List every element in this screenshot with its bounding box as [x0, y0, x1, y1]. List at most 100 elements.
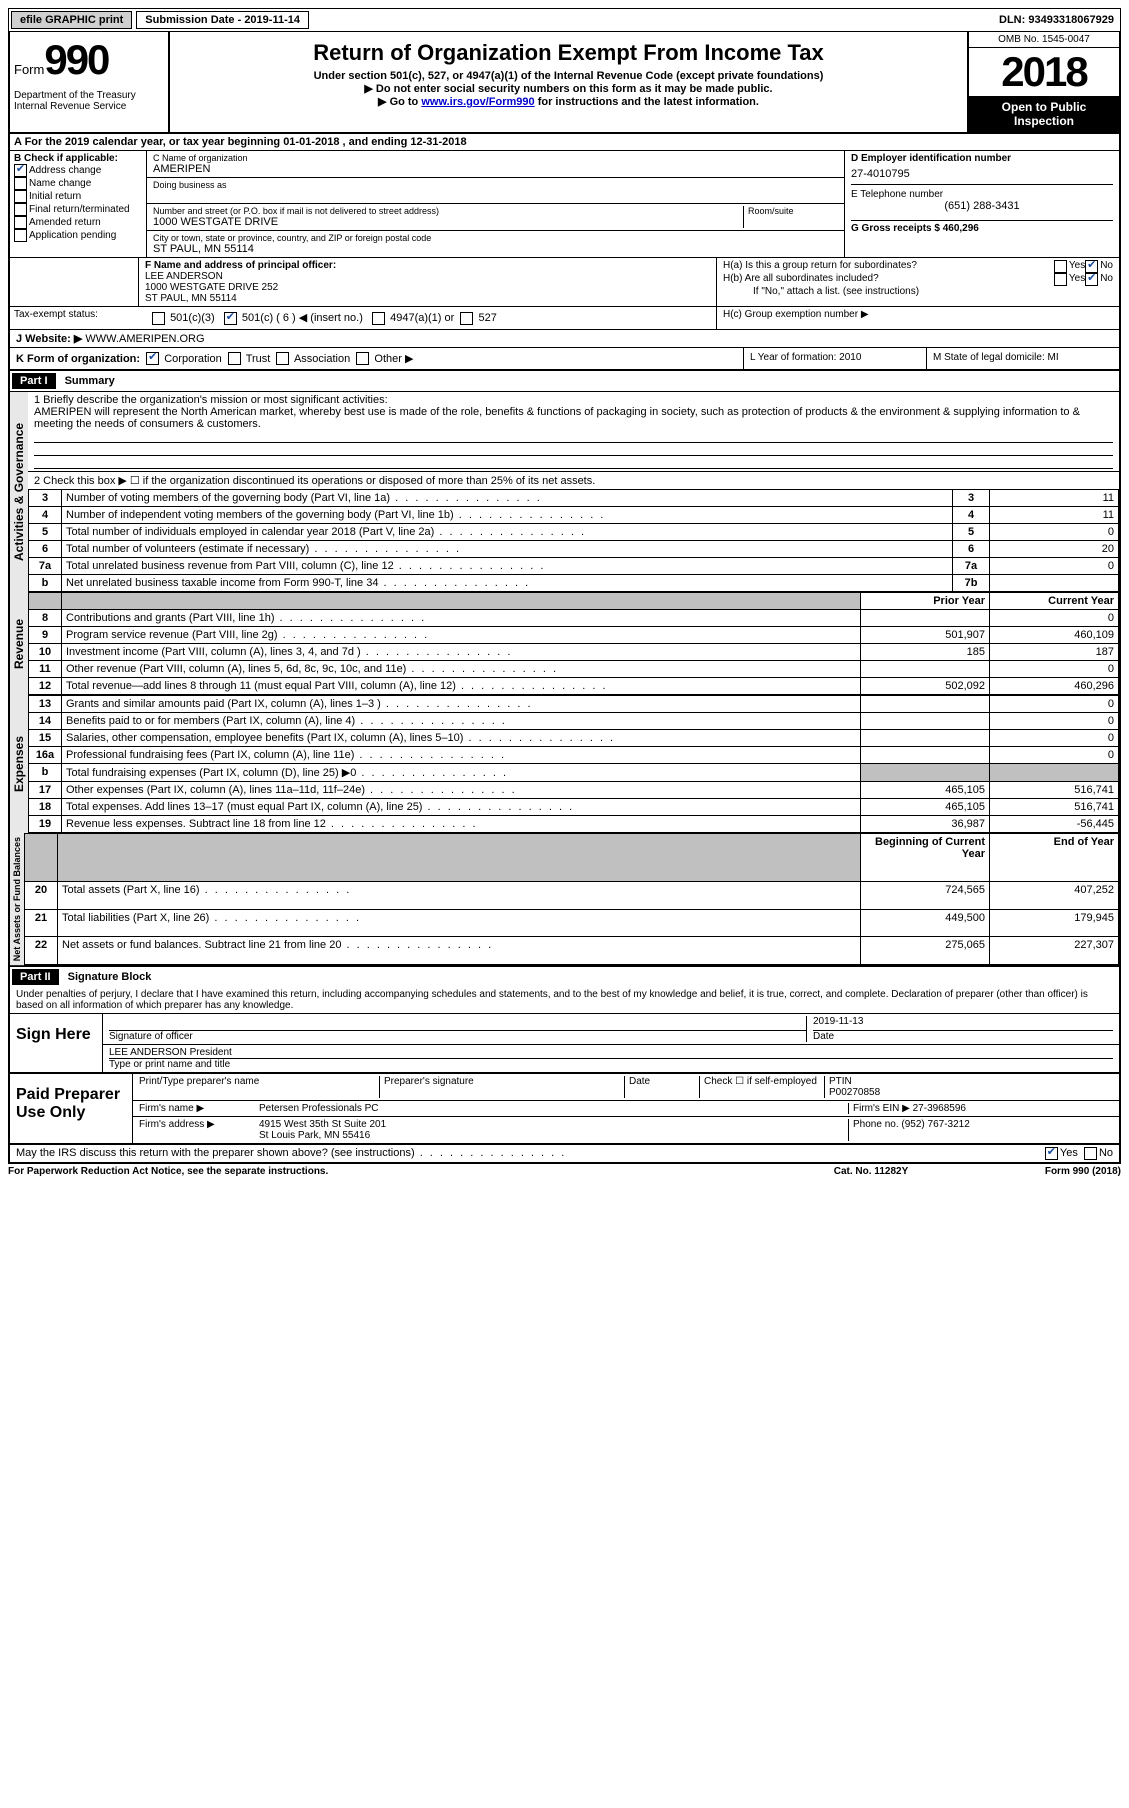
sig-officer-label: Signature of officer: [109, 1031, 806, 1042]
hb-label: H(b) Are all subordinates included?: [723, 273, 1054, 286]
city-label: City or town, state or province, country…: [153, 233, 838, 243]
firm-phone: (952) 767-3212: [901, 1119, 969, 1130]
revenue-table: Prior YearCurrent Year8Contributions and…: [28, 592, 1119, 695]
check-4947[interactable]: [372, 312, 385, 325]
city-state-zip: ST PAUL, MN 55114: [153, 243, 838, 255]
page-footer: For Paperwork Reduction Act Notice, see …: [8, 1164, 1121, 1177]
block-de: D Employer identification number 27-4010…: [844, 151, 1119, 257]
check-other[interactable]: [356, 352, 369, 365]
check-amended[interactable]: [14, 216, 27, 229]
subtitle-3-post: for instructions and the latest informat…: [535, 96, 759, 108]
hb-note: If "No," attach a list. (see instruction…: [723, 286, 1113, 297]
ptin-label: PTIN: [829, 1076, 852, 1087]
form-title: Return of Organization Exempt From Incom…: [178, 40, 959, 66]
footer-right: Form 990 (2018): [971, 1166, 1121, 1177]
telephone: (651) 288-3431: [851, 200, 1113, 212]
dba-label: Doing business as: [153, 180, 838, 190]
ptin: P00270858: [829, 1087, 880, 1098]
state-domicile: M State of legal domicile: MI: [926, 348, 1119, 370]
firm-ein-label: Firm's EIN ▶: [853, 1103, 910, 1114]
check-501c3[interactable]: [152, 312, 165, 325]
firm-ein: 27-3968596: [913, 1103, 966, 1114]
website-url: WWW.AMERIPEN.ORG: [85, 333, 204, 345]
sign-here-block: Sign Here Signature of officer 2019-11-1…: [8, 1013, 1121, 1074]
prep-date-label: Date: [625, 1076, 700, 1098]
footer-left: For Paperwork Reduction Act Notice, see …: [8, 1166, 771, 1177]
check-assoc[interactable]: [276, 352, 289, 365]
vert-revenue: Revenue: [10, 592, 28, 695]
topbar: efile GRAPHIC print Submission Date - 20…: [8, 8, 1121, 32]
hb-yes[interactable]: [1054, 273, 1067, 286]
firm-addr: 4915 West 35th St Suite 201 St Louis Par…: [259, 1119, 848, 1141]
sign-here-label: Sign Here: [10, 1014, 103, 1072]
q1-text: AMERIPEN will represent the North Americ…: [34, 406, 1113, 430]
website-label: J Website: ▶: [16, 333, 82, 345]
vert-netassets: Net Assets or Fund Balances: [10, 833, 24, 965]
paid-preparer-label: Paid Preparer Use Only: [10, 1074, 133, 1143]
netasset-table: Beginning of Current YearEnd of Year20To…: [24, 833, 1119, 965]
discuss-label: May the IRS discuss this return with the…: [16, 1147, 1045, 1160]
firm-addr-label: Firm's address ▶: [139, 1119, 259, 1141]
phone-label: E Telephone number: [851, 184, 1113, 200]
check-trust[interactable]: [228, 352, 241, 365]
check-corp[interactable]: [146, 352, 159, 365]
gross-receipts: G Gross receipts $ 460,296: [851, 220, 1113, 234]
prep-name-label: Print/Type preparer's name: [139, 1076, 380, 1098]
year-formation: L Year of formation: 2010: [743, 348, 926, 370]
check-501c[interactable]: [224, 312, 237, 325]
tax-year: 2018: [969, 48, 1119, 96]
block-b: B Check if applicable: Address change Na…: [10, 151, 147, 257]
part2-title: Signature Block: [68, 971, 152, 983]
prep-check-label: Check ☐ if self-employed: [700, 1076, 825, 1098]
check-initial-return[interactable]: [14, 190, 27, 203]
subtitle-1: Under section 501(c), 527, or 4947(a)(1)…: [178, 70, 959, 82]
street-address: 1000 WESTGATE DRIVE: [153, 216, 743, 228]
block-b-label: B Check if applicable:: [14, 153, 142, 164]
firm-name-label: Firm's name ▶: [139, 1103, 259, 1114]
officer-label: F Name and address of principal officer:: [145, 260, 710, 271]
firm-phone-label: Phone no.: [853, 1119, 899, 1130]
paid-preparer-block: Paid Preparer Use Only Print/Type prepar…: [8, 1074, 1121, 1145]
part1-header: Part I: [12, 373, 56, 389]
tax-exempt-label: Tax-exempt status:: [10, 307, 146, 329]
officer-name: LEE ANDERSON President: [109, 1047, 1113, 1059]
open-public: Open to Public Inspection: [969, 96, 1119, 132]
addr-label: Number and street (or P.O. box if mail i…: [153, 206, 743, 216]
hb-no[interactable]: [1085, 273, 1098, 286]
governance-table: 3Number of voting members of the governi…: [28, 489, 1119, 592]
department: Department of the Treasury Internal Reve…: [14, 90, 164, 112]
check-address-change[interactable]: [14, 164, 27, 177]
subtitle-3-pre: ▶ Go to: [378, 96, 421, 108]
footer-mid: Cat. No. 11282Y: [771, 1166, 971, 1177]
submission-date: Submission Date - 2019-11-14: [136, 11, 309, 29]
ein-label: D Employer identification number: [851, 153, 1113, 164]
check-name-change[interactable]: [14, 177, 27, 190]
check-527[interactable]: [460, 312, 473, 325]
org-name-label: C Name of organization: [153, 153, 838, 163]
perjury-statement: Under penalties of perjury, I declare th…: [8, 987, 1121, 1013]
check-final-return[interactable]: [14, 203, 27, 216]
hc-label: H(c) Group exemption number ▶: [717, 307, 1119, 329]
q2: 2 Check this box ▶ ☐ if the organization…: [28, 472, 1119, 489]
sig-date-label: Date: [813, 1031, 1113, 1042]
block-c: C Name of organization AMERIPEN Doing bu…: [147, 151, 844, 257]
section-a-period: A For the 2019 calendar year, or tax yea…: [10, 134, 1119, 150]
form-header: Form990 Department of the Treasury Inter…: [8, 32, 1121, 134]
org-name: AMERIPEN: [153, 163, 838, 175]
form990-link[interactable]: www.irs.gov/Form990: [421, 96, 534, 108]
discuss-yes[interactable]: [1045, 1147, 1058, 1160]
subtitle-2: ▶ Do not enter social security numbers o…: [178, 82, 959, 95]
k-label: K Form of organization:: [16, 353, 140, 365]
part1-title: Summary: [65, 375, 115, 387]
officer-name-label: Type or print name and title: [109, 1059, 1113, 1070]
discuss-no[interactable]: [1084, 1147, 1097, 1160]
ha-yes[interactable]: [1054, 260, 1067, 273]
vert-expenses: Expenses: [10, 695, 28, 833]
ha-label: H(a) Is this a group return for subordin…: [723, 260, 1054, 273]
firm-name: Petersen Professionals PC: [259, 1103, 848, 1114]
efile-print-button[interactable]: efile GRAPHIC print: [11, 11, 132, 29]
expense-table: 13Grants and similar amounts paid (Part …: [28, 695, 1119, 833]
vert-governance: Activities & Governance: [10, 392, 28, 592]
sig-date: 2019-11-13: [813, 1016, 1113, 1031]
check-app-pending[interactable]: [14, 229, 27, 242]
